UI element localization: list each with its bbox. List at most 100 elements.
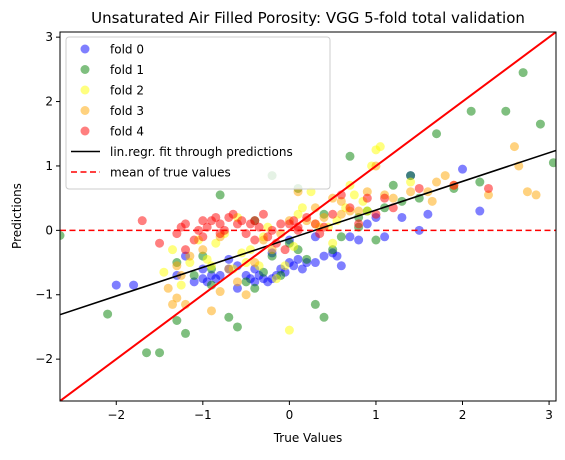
fold-2-point xyxy=(293,209,303,219)
fold-0-point xyxy=(475,206,485,216)
fold-0-point xyxy=(129,280,139,290)
fold-1-point xyxy=(181,328,191,338)
legend-label: fold 2 xyxy=(110,84,144,98)
x-tick-label: 3 xyxy=(545,408,553,422)
fold-0-point xyxy=(362,219,372,229)
fold-0-point xyxy=(310,258,320,268)
y-tick-label: 0 xyxy=(45,223,53,237)
fold-1-point xyxy=(388,180,398,190)
fold-1-point xyxy=(142,348,152,358)
fold-1-point xyxy=(310,299,320,309)
fold-1-point xyxy=(172,316,182,326)
fold-1-point xyxy=(232,322,242,332)
fold-0-point xyxy=(215,270,225,280)
fold-4-point xyxy=(202,222,212,232)
legend: fold 0 fold 1 fold 2 fold 3 fold 4 lin.regr. … xyxy=(65,36,331,190)
fold-3-point xyxy=(215,287,225,297)
fold-4-point xyxy=(189,235,199,245)
fold-4-point xyxy=(241,229,251,239)
fold-2-point xyxy=(406,177,416,187)
fold-1-point xyxy=(60,230,65,240)
fold-0-point xyxy=(380,232,390,242)
legend-label: fold 1 xyxy=(110,63,144,77)
y-tick-label: 1 xyxy=(45,159,53,173)
fold-2-point xyxy=(271,274,281,284)
x-axis: −2 −1 0 1 2 3 xyxy=(107,401,553,422)
fold-3-point xyxy=(406,187,416,197)
fold-3-point xyxy=(509,142,519,152)
fold-4-point xyxy=(258,209,268,219)
regression-fit-line xyxy=(60,149,556,316)
fold-4-point xyxy=(254,222,264,232)
fold-0-point xyxy=(458,164,468,174)
fold-4-point xyxy=(198,216,208,226)
fold-2-point xyxy=(328,238,338,248)
y-axis-label: Predictions xyxy=(10,183,24,249)
fold-4-point xyxy=(250,216,260,226)
fold-4-point xyxy=(483,183,493,193)
fold-3-point xyxy=(388,193,398,203)
fold-4-point xyxy=(263,232,273,242)
fold-0-point xyxy=(319,251,329,261)
fold-1-point xyxy=(336,232,346,242)
fold-1-point xyxy=(267,251,277,261)
fold-1-point xyxy=(371,235,381,245)
fold-3-point xyxy=(168,299,178,309)
fold-0-point xyxy=(232,283,242,293)
fold-3-point xyxy=(267,245,277,255)
fold-3-point xyxy=(522,187,532,197)
fold-1-point xyxy=(319,312,329,322)
chart-title: Unsaturated Air Filled Porosity: VGG 5-f… xyxy=(91,9,525,27)
fold-3-point xyxy=(224,264,234,274)
fold-4-point xyxy=(198,232,208,242)
x-tick-label: −1 xyxy=(194,408,212,422)
legend-marker xyxy=(80,65,90,74)
fold-0-point xyxy=(289,261,299,271)
fold-3-point xyxy=(241,290,251,300)
fold-4-point xyxy=(414,183,424,193)
fold-4-point xyxy=(172,229,182,239)
fold-4-point xyxy=(362,193,372,203)
fold-3-point xyxy=(362,187,372,197)
legend-box xyxy=(65,36,331,190)
fold-4-point xyxy=(181,219,191,229)
fold-1-point xyxy=(302,254,312,264)
fold-1-point xyxy=(406,171,416,181)
legend-marker xyxy=(80,126,90,136)
legend-marker xyxy=(80,106,90,115)
fold-2-point xyxy=(297,203,307,213)
fold-3-point xyxy=(483,190,493,200)
fold-0-point xyxy=(111,280,121,290)
y-axis: −2 −1 0 1 2 3 xyxy=(35,30,60,366)
legend-marker xyxy=(80,85,90,95)
fold-4-point xyxy=(310,219,320,229)
fold-3-point xyxy=(185,251,195,261)
legend-label: fold 4 xyxy=(110,125,144,139)
fold-3-point xyxy=(354,206,364,216)
fold-1-point xyxy=(241,277,251,287)
fold-3-point xyxy=(198,245,208,255)
fold-4-point xyxy=(345,203,355,213)
fold-3-point xyxy=(250,258,260,268)
x-tick-label: 0 xyxy=(286,408,294,422)
fold-1-point xyxy=(103,309,113,319)
x-tick-label: 2 xyxy=(459,408,467,422)
line-layer xyxy=(60,32,556,401)
fold-2-point xyxy=(168,245,178,255)
fold-1-point xyxy=(518,68,528,78)
y-tick-label: −2 xyxy=(35,352,53,366)
fold-0-point xyxy=(354,235,364,245)
y-tick-label: 3 xyxy=(45,30,53,44)
fold-1-point xyxy=(155,348,165,358)
legend-marker xyxy=(80,44,90,54)
fold-3-point xyxy=(172,293,182,303)
fold-2-point xyxy=(375,142,385,152)
legend-label: fold 0 xyxy=(110,43,144,57)
fold-4-point xyxy=(228,209,238,219)
fold-2-point xyxy=(176,280,186,290)
fold-2-point xyxy=(211,238,221,248)
fold-4-point xyxy=(215,219,225,229)
fold-1-point xyxy=(432,129,442,139)
